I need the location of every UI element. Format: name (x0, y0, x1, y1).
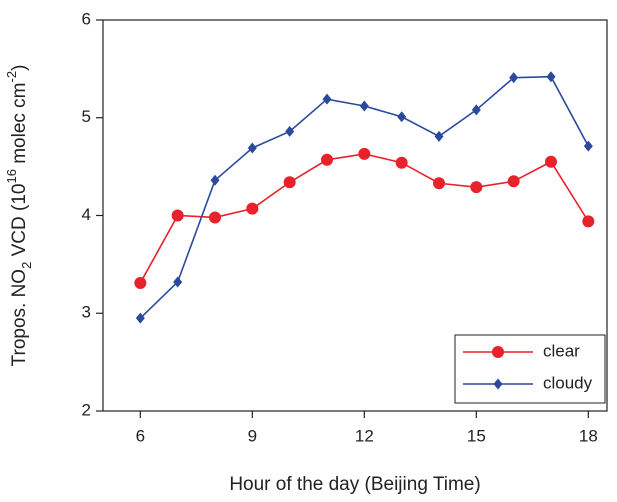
x-axis-title: Hour of the day (Beijing Time) (229, 474, 480, 495)
legend-label: clear (543, 341, 580, 360)
marker (395, 156, 408, 169)
marker (471, 104, 481, 116)
marker (209, 211, 221, 224)
marker (545, 155, 557, 168)
marker (322, 93, 332, 105)
series-line (139, 153, 590, 284)
y-tick-label: 6 (82, 9, 91, 28)
y-axis-title: Tropos. NO2 VCD (1016 molec cm-2) (4, 65, 34, 367)
marker (470, 181, 483, 194)
marker (285, 125, 295, 137)
marker (135, 312, 145, 324)
y-tick-label: 4 (82, 205, 91, 224)
marker (283, 176, 296, 189)
y-axis-title-part: 2 (19, 262, 34, 269)
y-axis-title-part: VCD (10 (9, 184, 30, 262)
marker (397, 111, 407, 123)
y-axis-title-part: 16 (4, 169, 19, 183)
marker (433, 177, 445, 190)
y-tick-label: 3 (82, 303, 91, 322)
x-tick-label: 6 (136, 426, 145, 445)
x-tick-label: 15 (467, 426, 486, 445)
marker (247, 142, 257, 154)
x-tick-label: 9 (248, 426, 257, 445)
marker (546, 71, 556, 83)
y-axis-title-part: -2 (4, 71, 19, 83)
marker (434, 130, 444, 142)
y-axis-title-part: Tropos. NO (9, 269, 30, 367)
marker (246, 202, 259, 215)
marker (509, 72, 519, 84)
x-tick-label: 18 (579, 426, 598, 445)
legend-marker (493, 378, 503, 390)
y-tick-label: 2 (82, 400, 91, 419)
marker (210, 174, 220, 186)
marker (583, 140, 593, 152)
marker (359, 100, 369, 112)
series-line (139, 75, 590, 319)
marker (358, 147, 371, 160)
marker (171, 209, 184, 222)
x-tick-label: 12 (355, 426, 374, 445)
marker (134, 276, 147, 289)
legend-box (454, 334, 606, 404)
marker (507, 175, 520, 188)
legend-marker (492, 346, 504, 358)
marker (173, 276, 183, 288)
marker (582, 215, 595, 228)
legend-label: cloudy (543, 373, 593, 392)
marker (321, 153, 333, 166)
y-axis-title-part: molec cm (9, 82, 30, 169)
y-axis-title-part: ) (9, 65, 30, 71)
y-tick-label: 5 (82, 107, 91, 126)
